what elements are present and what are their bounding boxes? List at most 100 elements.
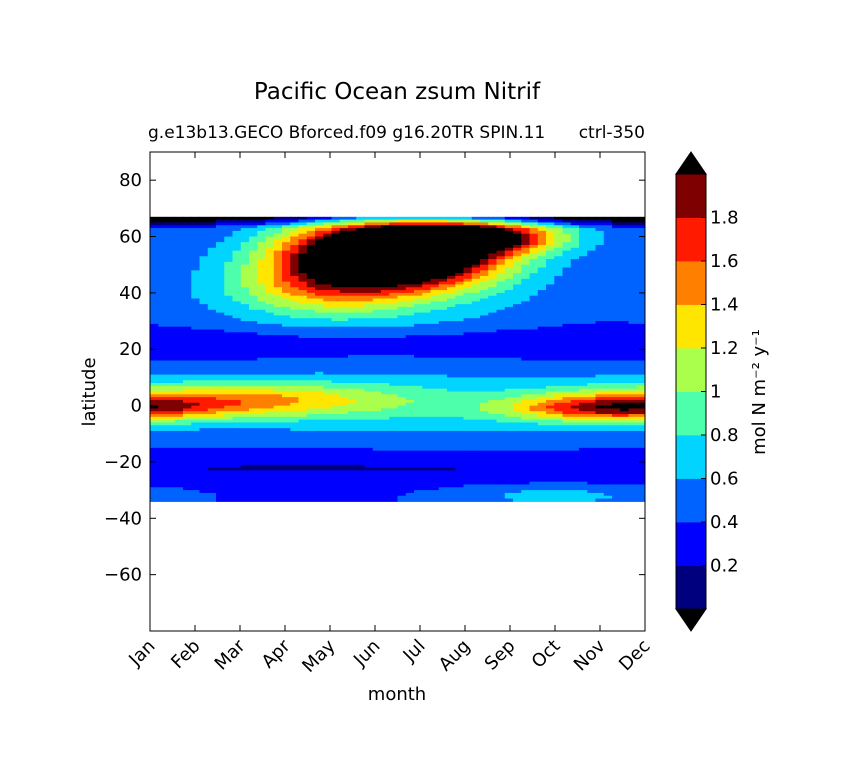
field-cell (273, 222, 283, 226)
field-cell (513, 290, 522, 294)
field-cell (422, 225, 431, 229)
field-cell (232, 388, 242, 392)
field-cell (364, 346, 374, 350)
field-cell (199, 301, 209, 305)
field-cell (562, 256, 572, 260)
field-cell (471, 329, 481, 333)
field-cell (323, 374, 332, 378)
field-cell (579, 244, 588, 249)
field-cell (372, 222, 382, 226)
field-cell (504, 275, 514, 280)
field-cell (546, 295, 555, 300)
field-cell (249, 354, 258, 359)
field-cell (356, 301, 365, 305)
field-cell (603, 244, 613, 249)
field-cell (331, 383, 341, 387)
field-cell (430, 298, 440, 302)
field-cell (554, 377, 563, 381)
field-cell (603, 219, 613, 223)
field-cell (488, 250, 497, 254)
field-cell (480, 422, 489, 426)
field-cell (240, 408, 250, 412)
field-cell (224, 259, 233, 263)
field-cell (537, 439, 547, 443)
field-cell (265, 405, 275, 409)
field-cell (364, 315, 374, 319)
field-cell (306, 236, 316, 240)
field-cell (364, 388, 374, 392)
field-cell (480, 309, 489, 314)
field-cell (323, 216, 332, 221)
field-cell (364, 411, 374, 415)
field-cell (546, 222, 555, 226)
field-cell (546, 332, 555, 336)
field-cell (562, 416, 572, 421)
field-cell (240, 442, 250, 446)
field-cell (348, 337, 357, 342)
field-cell (455, 436, 464, 440)
field-cell (422, 315, 431, 319)
field-cell (595, 225, 605, 229)
field-cell (397, 368, 407, 373)
field-cell (323, 329, 332, 333)
field-cell (405, 346, 415, 350)
field-cell (265, 318, 275, 322)
field-cell (529, 371, 539, 376)
field-cell (282, 239, 291, 243)
field-cell (554, 244, 563, 249)
field-cell (323, 244, 332, 249)
field-cell (562, 385, 572, 390)
field-cell (199, 332, 209, 336)
field-cell (414, 270, 423, 274)
field-cell (422, 256, 431, 260)
field-cell (488, 380, 497, 384)
field-cell (504, 228, 514, 232)
field-cell (158, 397, 167, 401)
field-cell (348, 281, 357, 285)
field-cell (282, 439, 291, 443)
field-cell (364, 416, 374, 421)
field-cell (372, 380, 382, 384)
field-cell (331, 222, 341, 226)
field-cell (529, 414, 539, 418)
field-cell (207, 428, 217, 432)
field-cell (438, 397, 448, 401)
field-cell (504, 304, 514, 308)
field-cell (430, 287, 440, 291)
field-cell (315, 304, 324, 308)
field-cell (612, 391, 621, 395)
field-cell (290, 352, 299, 356)
field-cell (595, 360, 605, 364)
field-cell (529, 360, 539, 364)
field-cell (331, 230, 341, 235)
field-cell (298, 278, 308, 283)
field-cell (405, 253, 415, 257)
field-cell (257, 230, 266, 235)
field-cell (430, 239, 440, 243)
field-cell (298, 397, 308, 401)
field-cell (562, 414, 572, 418)
field-cell (298, 292, 308, 297)
field-cell (191, 284, 200, 288)
field-cell (570, 326, 580, 331)
field-cell (273, 230, 283, 235)
field-cell (207, 273, 217, 277)
field-cell (504, 377, 514, 381)
field-cell (496, 309, 506, 314)
field-cell (290, 433, 299, 438)
field-cell (224, 242, 233, 246)
field-cell (496, 287, 506, 291)
field-cell (216, 377, 225, 381)
field-cell (240, 447, 250, 452)
field-cell (628, 298, 638, 302)
field-cell (240, 284, 250, 288)
field-cell (513, 388, 522, 392)
field-cell (381, 242, 390, 246)
field-cell (183, 236, 192, 240)
field-cell (546, 405, 555, 409)
field-cell (273, 298, 283, 302)
field-cell (381, 385, 390, 390)
field-cell (587, 247, 596, 252)
field-cell (183, 219, 192, 223)
field-cell (372, 284, 382, 288)
